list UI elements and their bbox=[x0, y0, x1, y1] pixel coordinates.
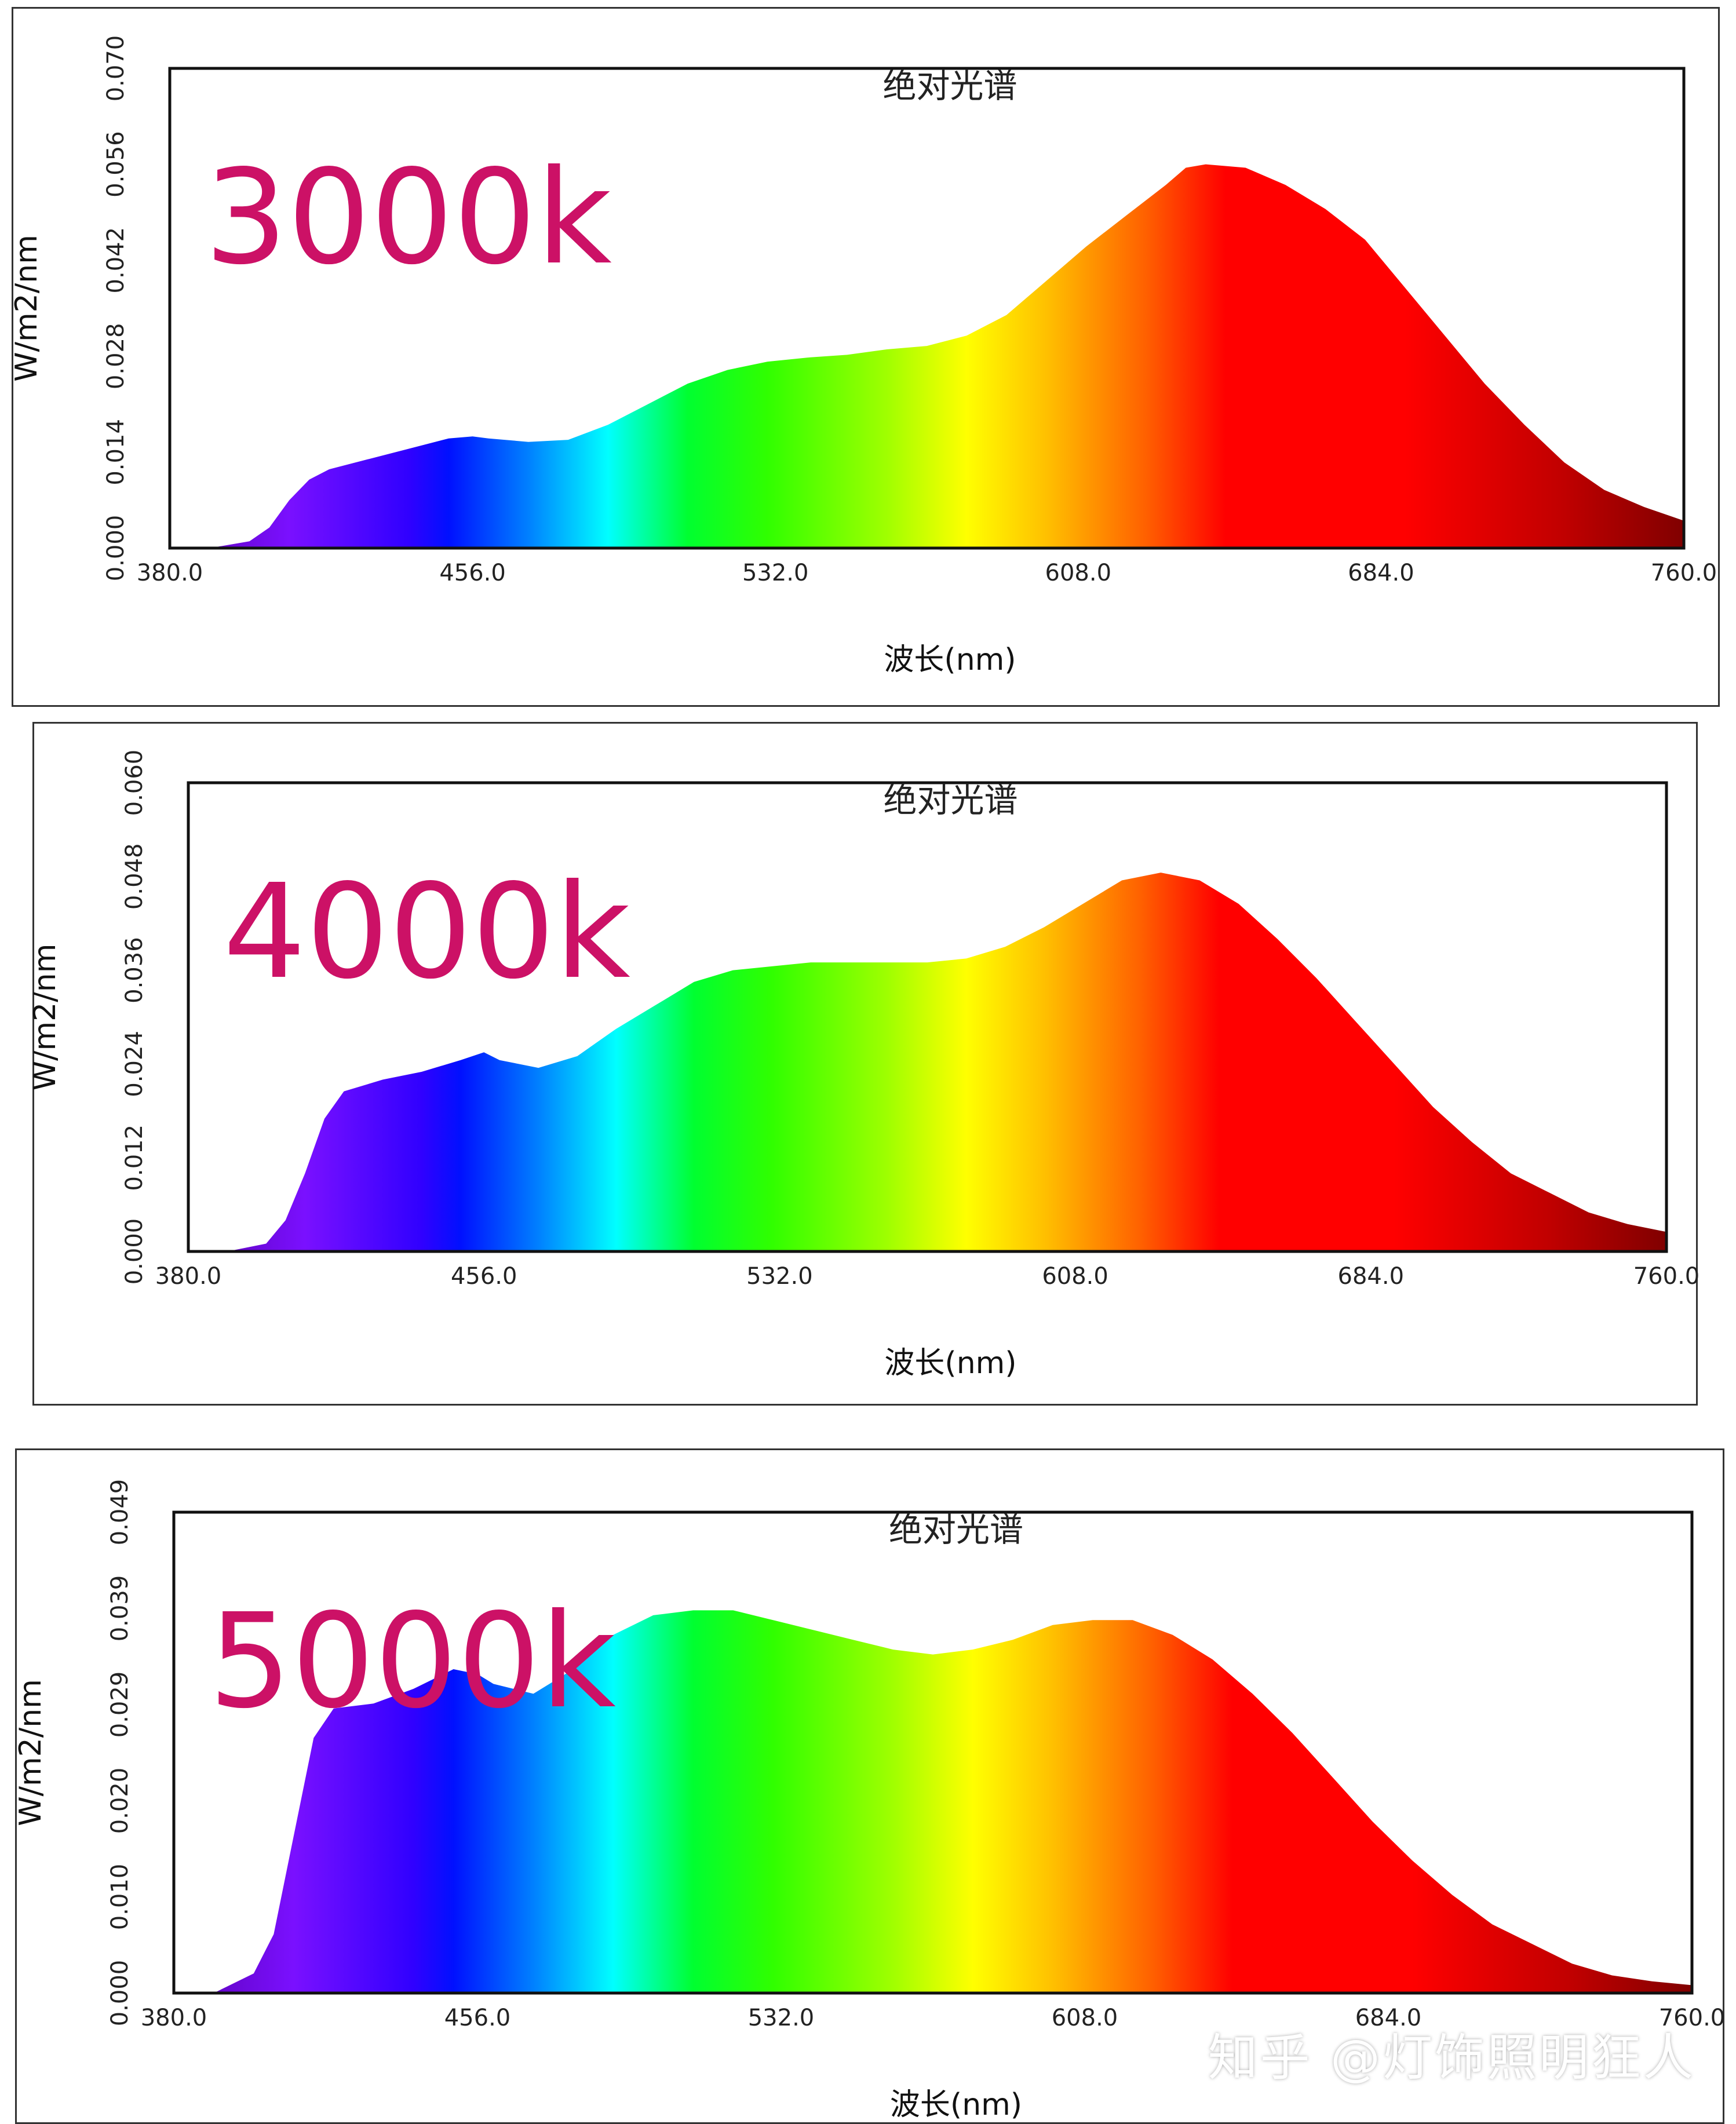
spectrum-chart-5000k: 380.0 456.0 532.0 608.0 684.0 760.0 0.000 0.010… bbox=[13, 1479, 1726, 2122]
color-temperature-label: 5000k bbox=[209, 1586, 616, 1738]
y-tick-label: 0.049 bbox=[107, 1479, 133, 1546]
x-tick-label: 380.0 bbox=[137, 560, 203, 586]
x-tick-label: 532.0 bbox=[742, 560, 809, 586]
y-tick-label: 0.014 bbox=[103, 419, 129, 486]
x-tick-label: 456.0 bbox=[444, 2005, 511, 2031]
x-axis-label: 波长(nm) bbox=[890, 2087, 1022, 2122]
x-axis-label: 波长(nm) bbox=[884, 1346, 1016, 1381]
spectrum-chart-3000k: 380.0 456.0 532.0 608.0 684.0 760.0 0.000 0.014… bbox=[9, 35, 1717, 677]
spectrum-area bbox=[170, 164, 1684, 549]
y-tick-label: 0.010 bbox=[107, 1864, 133, 1930]
color-temperature-label: 3000k bbox=[205, 142, 612, 294]
chart-panel-3000k: 380.0 456.0 532.0 608.0 684.0 760.0 0.000 0.014… bbox=[0, 0, 1736, 714]
x-tick-label: 380.0 bbox=[155, 1263, 222, 1290]
y-tick-label: 0.070 bbox=[103, 35, 129, 102]
x-tick-label: 608.0 bbox=[1042, 1263, 1108, 1290]
chart-title: 绝对光谱 bbox=[883, 780, 1017, 820]
y-tick-label: 0.020 bbox=[107, 1768, 133, 1834]
watermark-text: 知乎 @灯饰照明狂人 bbox=[1208, 2029, 1695, 2087]
y-tick-label: 0.029 bbox=[107, 1672, 133, 1738]
color-temperature-label: 4000k bbox=[223, 856, 630, 1008]
y-tick-label: 0.060 bbox=[121, 750, 148, 816]
x-tick-label: 456.0 bbox=[439, 560, 506, 586]
y-axis-label: W/m2/nm bbox=[28, 944, 63, 1091]
y-tick-label: 0.028 bbox=[103, 323, 129, 390]
x-tick-label: 760.0 bbox=[1633, 1263, 1700, 1290]
y-axis-label: W/m2/nm bbox=[9, 235, 44, 382]
spectrum-chart-4000k: 380.0 456.0 532.0 608.0 684.0 760.0 0.000 0.012… bbox=[28, 750, 1700, 1381]
chart-title: 绝对光谱 bbox=[882, 66, 1017, 105]
chart-panel-5000k: 380.0 456.0 532.0 608.0 684.0 760.0 0.000 0.010… bbox=[0, 1448, 1736, 2124]
x-tick-label: 532.0 bbox=[748, 2005, 815, 2031]
y-tick-label: 0.012 bbox=[121, 1125, 148, 1191]
x-tick-label: 760.0 bbox=[1659, 2005, 1726, 2031]
x-tick-label: 760.0 bbox=[1651, 560, 1717, 586]
y-tick-label: 0.036 bbox=[121, 937, 148, 1003]
spectrum-area bbox=[174, 1610, 1692, 1993]
y-tick-label: 0.042 bbox=[103, 227, 129, 294]
chart-title: 绝对光谱 bbox=[889, 1510, 1023, 1549]
x-tick-label: 684.0 bbox=[1338, 1263, 1405, 1290]
x-tick-label: 684.0 bbox=[1348, 560, 1414, 586]
x-tick-label: 608.0 bbox=[1045, 560, 1112, 586]
x-tick-label: 456.0 bbox=[451, 1263, 517, 1290]
y-tick-label: 0.056 bbox=[103, 131, 129, 198]
x-tick-label: 380.0 bbox=[141, 2005, 207, 2031]
y-tick-label: 0.000 bbox=[103, 515, 129, 582]
spectrum-area bbox=[188, 873, 1666, 1251]
chart-panel-4000k: 380.0 456.0 532.0 608.0 684.0 760.0 0.000 0.012… bbox=[0, 714, 1736, 1432]
y-tick-label: 0.024 bbox=[121, 1031, 148, 1097]
y-axis-label: W/m2/nm bbox=[13, 1679, 48, 1826]
x-tick-label: 684.0 bbox=[1355, 2005, 1422, 2031]
x-tick-label: 608.0 bbox=[1052, 2005, 1118, 2031]
x-tick-label: 532.0 bbox=[746, 1263, 813, 1290]
y-tick-label: 0.000 bbox=[121, 1218, 148, 1285]
x-axis-label: 波长(nm) bbox=[884, 643, 1016, 677]
y-tick-label: 0.000 bbox=[107, 1960, 133, 2027]
y-tick-label: 0.048 bbox=[121, 844, 148, 910]
y-tick-label: 0.039 bbox=[107, 1575, 133, 1642]
